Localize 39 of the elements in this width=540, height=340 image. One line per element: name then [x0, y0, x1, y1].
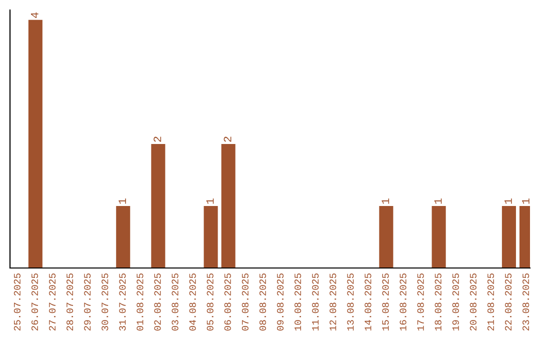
x-tick-label: 05.08.2025 [206, 273, 214, 331]
x-tick-label: 31.07.2025 [119, 273, 126, 331]
x-tick-label: 10.08.2025 [294, 273, 302, 331]
x-tick-label: 27.07.2025 [48, 273, 56, 331]
x-tick-label: 26.07.2025 [31, 273, 38, 331]
x-tick-label: 14.08.2025 [364, 273, 372, 331]
x-tick-label: 29.07.2025 [84, 273, 91, 331]
x-tick-label: 09.08.2025 [276, 273, 284, 331]
data-label: 4 [30, 12, 38, 18]
x-tick-label: 08.08.2025 [259, 273, 266, 331]
x-tick-label: 19.08.2025 [452, 273, 459, 331]
x-tick-label: 07.08.2025 [242, 273, 248, 331]
x-tick-label: 17.08.2025 [417, 273, 424, 331]
x-tick-label: 11.08.2025 [312, 273, 319, 331]
data-label: 2 [154, 136, 162, 142]
x-tick-label: 22.08.2025 [504, 273, 512, 331]
x-tick-label: 06.08.2025 [224, 273, 231, 331]
x-tick-label: 25.07.2025 [14, 273, 20, 331]
data-label: 1 [522, 198, 530, 204]
x-tick-label: 13.08.2025 [347, 273, 354, 331]
x-tick-label: 18.08.2025 [434, 273, 442, 331]
x-tick-label: 01.08.2025 [136, 273, 144, 331]
data-label: 1 [504, 198, 512, 204]
x-tick-label: 20.08.2025 [470, 273, 476, 331]
x-tick-label: 02.08.2025 [154, 273, 161, 331]
data-label: 1 [434, 198, 442, 204]
data-label: 1 [118, 198, 126, 204]
x-tick-label: 12.08.2025 [330, 273, 336, 331]
x-tick-label: 03.08.2025 [172, 273, 178, 331]
x-tick-label: 21.08.2025 [487, 273, 494, 331]
data-label: 1 [206, 198, 214, 204]
x-tick-label: 16.08.2025 [400, 273, 406, 331]
data-label: 1 [382, 198, 390, 204]
data-label: 2 [224, 136, 232, 142]
x-tick-label: 23.08.2025 [522, 273, 530, 331]
x-tick-label: 15.08.2025 [382, 273, 389, 331]
x-tick-label: 30.07.2025 [102, 273, 108, 331]
x-tick-label: 28.07.2025 [66, 273, 74, 331]
x-tick-label: 04.08.2025 [189, 273, 196, 331]
